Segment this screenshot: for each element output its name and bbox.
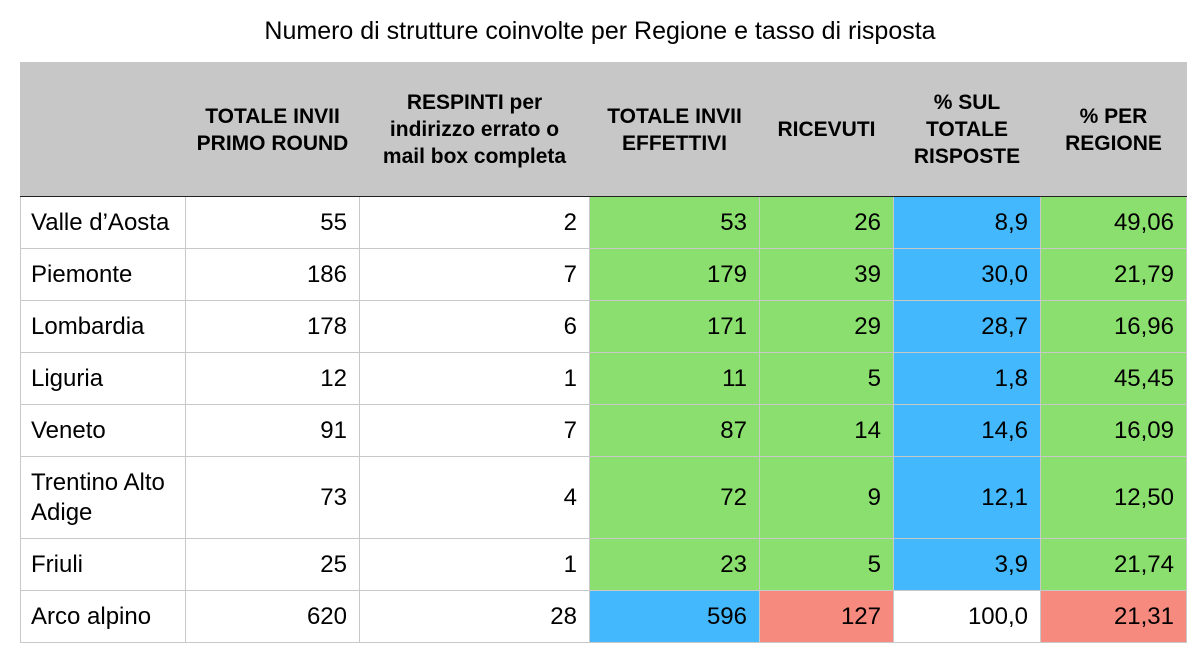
table-row: Trentino Alto Adige 73 4 72 9 12,1 12,50 [20,456,1187,539]
ricevuti-cell: 29 [759,300,894,353]
region-cell: Friuli [20,538,186,591]
region-cell: Arco alpino [20,590,186,643]
pct-regione-cell: 21,74 [1040,538,1187,591]
pct-regione-cell: 12,50 [1040,456,1187,539]
pct-regione-cell: 16,09 [1040,404,1187,457]
respinti-cell: 7 [359,404,590,457]
table-row: Piemonte 186 7 179 39 30,0 21,79 [20,248,1187,301]
pct-totale-cell: 28,7 [893,300,1041,353]
totale-invii-cell: 55 [185,196,360,249]
pct-regione-cell: 45,45 [1040,352,1187,405]
totale-invii-cell: 186 [185,248,360,301]
totale-invii-cell: 91 [185,404,360,457]
header-region [20,62,186,197]
respinti-cell: 28 [359,590,590,643]
data-table: TOTALE INVII PRIMO ROUND RESPINTI per in… [20,62,1187,643]
table-title: Numero di strutture coinvolte per Region… [264,17,936,45]
pct-totale-cell: 3,9 [893,538,1041,591]
header-pct-totale: % SUL TOTALE RISPOSTE [893,62,1041,197]
respinti-cell: 1 [359,352,590,405]
header-totale-invii: TOTALE INVII PRIMO ROUND [185,62,360,197]
totale-invii-cell: 620 [185,590,360,643]
pct-totale-cell: 30,0 [893,248,1041,301]
pct-regione-cell: 49,06 [1040,196,1187,249]
header-row: TOTALE INVII PRIMO ROUND RESPINTI per in… [20,62,1187,197]
pct-regione-cell: 16,96 [1040,300,1187,353]
pct-totale-cell: 1,8 [893,352,1041,405]
total-row: Arco alpino 620 28 596 127 100,0 21,31 [20,590,1187,643]
respinti-cell: 6 [359,300,590,353]
table-row: Veneto 91 7 87 14 14,6 16,09 [20,404,1187,457]
pct-totale-cell: 14,6 [893,404,1041,457]
totale-invii-cell: 178 [185,300,360,353]
totale-invii-cell: 25 [185,538,360,591]
respinti-cell: 7 [359,248,590,301]
pct-totale-cell: 8,9 [893,196,1041,249]
effettivi-cell: 179 [589,248,760,301]
table-row: Friuli 25 1 23 5 3,9 21,74 [20,538,1187,591]
region-cell: Trentino Alto Adige [20,456,186,539]
respinti-cell: 2 [359,196,590,249]
region-cell: Veneto [20,404,186,457]
ricevuti-cell: 14 [759,404,894,457]
ricevuti-cell: 26 [759,196,894,249]
pct-regione-cell: 21,31 [1040,590,1187,643]
effettivi-cell: 72 [589,456,760,539]
ricevuti-cell: 39 [759,248,894,301]
table-row: Liguria 12 1 11 5 1,8 45,45 [20,352,1187,405]
effettivi-cell: 87 [589,404,760,457]
ricevuti-cell: 5 [759,352,894,405]
table-row: Valle d’Aosta 55 2 53 26 8,9 49,06 [20,196,1187,249]
respinti-cell: 1 [359,538,590,591]
effettivi-cell: 171 [589,300,760,353]
table-row: Lombardia 178 6 171 29 28,7 16,96 [20,300,1187,353]
header-pct-regione: % PER REGIONE [1040,62,1187,197]
ricevuti-cell: 127 [759,590,894,643]
totale-invii-cell: 12 [185,352,360,405]
region-cell: Liguria [20,352,186,405]
ricevuti-cell: 9 [759,456,894,539]
region-cell: Valle d’Aosta [20,196,186,249]
totale-invii-cell: 73 [185,456,360,539]
effettivi-cell: 596 [589,590,760,643]
effettivi-cell: 53 [589,196,760,249]
respinti-cell: 4 [359,456,590,539]
region-cell: Piemonte [20,248,186,301]
effettivi-cell: 23 [589,538,760,591]
header-effettivi: TOTALE INVII EFFETTIVI [589,62,760,197]
region-cell: Lombardia [20,300,186,353]
pct-totale-cell: 100,0 [893,590,1041,643]
pct-totale-cell: 12,1 [893,456,1041,539]
effettivi-cell: 11 [589,352,760,405]
pct-regione-cell: 21,79 [1040,248,1187,301]
header-respinti: RESPINTI per indirizzo errato o mail box… [359,62,590,197]
header-ricevuti: RICEVUTI [759,62,894,197]
ricevuti-cell: 5 [759,538,894,591]
